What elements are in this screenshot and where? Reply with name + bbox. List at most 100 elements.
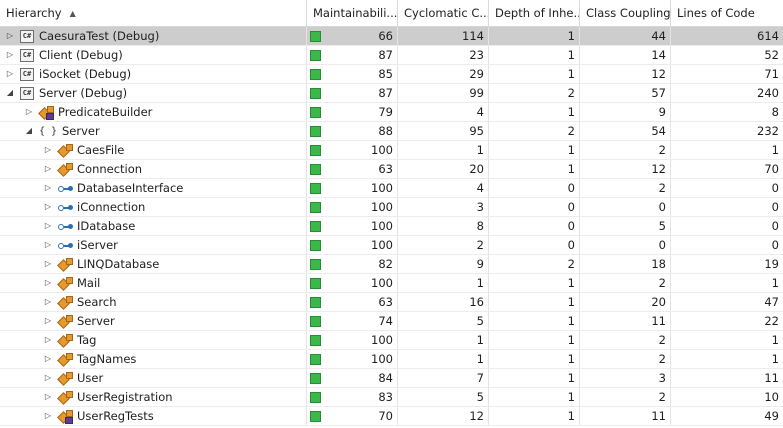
maintainability-rating-icon bbox=[310, 49, 321, 61]
coupling-cell: 3 bbox=[580, 369, 671, 387]
hierarchy-cell: ▷ DatabaseInterface bbox=[0, 179, 307, 197]
depth-cell: 1 bbox=[489, 350, 580, 368]
collapsed-arrow-icon[interactable]: ▷ bbox=[44, 392, 52, 401]
maintainability-value: 100 bbox=[371, 143, 393, 157]
maintainability-cell: 85 bbox=[307, 65, 398, 83]
project-icon: C# bbox=[20, 67, 34, 81]
cyclomatic-cell: 12 bbox=[398, 407, 489, 425]
tree-row[interactable]: ▷ C# iSocket (Debug) 85 29 1 12 71 bbox=[0, 65, 783, 84]
node-label: Server bbox=[77, 314, 115, 328]
collapsed-arrow-icon[interactable]: ▷ bbox=[6, 69, 14, 78]
node-label: Server bbox=[62, 124, 100, 138]
node-label: Client (Debug) bbox=[39, 48, 123, 62]
expanded-arrow-icon[interactable]: ◢ bbox=[25, 126, 33, 135]
coupling-cell: 20 bbox=[580, 293, 671, 311]
collapsed-arrow-icon[interactable]: ▷ bbox=[44, 316, 52, 325]
tree-row[interactable]: ▷ LINQDatabase 82 9 2 18 19 bbox=[0, 255, 783, 274]
column-header-depth[interactable]: Depth of Inhe... bbox=[489, 0, 580, 27]
collapsed-arrow-icon[interactable]: ▷ bbox=[6, 31, 14, 40]
tree-row[interactable]: ▷ Mail 100 1 1 2 1 bbox=[0, 274, 783, 293]
collapsed-arrow-icon[interactable]: ▷ bbox=[44, 202, 52, 211]
cyclomatic-cell: 4 bbox=[398, 179, 489, 197]
coupling-cell: 44 bbox=[580, 27, 671, 45]
node-label: iConnection bbox=[77, 200, 146, 214]
maintainability-value: 63 bbox=[378, 162, 393, 176]
node-label: Server (Debug) bbox=[39, 86, 128, 100]
collapsed-arrow-icon[interactable]: ▷ bbox=[44, 373, 52, 382]
hierarchy-cell: ▷ Server bbox=[0, 312, 307, 330]
collapsed-arrow-icon[interactable]: ▷ bbox=[44, 297, 52, 306]
column-header-cyclomatic[interactable]: Cyclomatic C... bbox=[398, 0, 489, 27]
node-label: CaesFile bbox=[77, 143, 125, 157]
class-icon bbox=[58, 143, 73, 157]
tree-row[interactable]: ▷ CaesFile 100 1 1 2 1 bbox=[0, 141, 783, 160]
node-label: PredicateBuilder bbox=[58, 105, 153, 119]
collapsed-arrow-icon[interactable]: ▷ bbox=[25, 107, 33, 116]
column-header-maintainability[interactable]: Maintainabili... bbox=[307, 0, 398, 27]
maintainability-value: 85 bbox=[378, 67, 393, 81]
maintainability-cell: 100 bbox=[307, 236, 398, 254]
hierarchy-cell: ▷ Mail bbox=[0, 274, 307, 292]
class-icon bbox=[58, 162, 73, 176]
tree-row[interactable]: ▷ Search 63 16 1 20 47 bbox=[0, 293, 783, 312]
coupling-cell: 2 bbox=[580, 274, 671, 292]
tree-row[interactable]: ◢ { } Server 88 95 2 54 232 bbox=[0, 122, 783, 141]
node-label: Tag bbox=[77, 333, 97, 347]
tree-row[interactable]: ▷ UserRegistration 83 5 1 2 10 bbox=[0, 388, 783, 407]
tree-row[interactable]: ▷ iConnection 100 3 0 0 0 bbox=[0, 198, 783, 217]
tree-row[interactable]: ▷ Tag 100 1 1 2 1 bbox=[0, 331, 783, 350]
tree-row[interactable]: ▷ User 84 7 1 3 11 bbox=[0, 369, 783, 388]
tree-row[interactable]: ▷ PredicateBuilder 79 4 1 9 8 bbox=[0, 103, 783, 122]
tree-row[interactable]: ▷ DatabaseInterface 100 4 0 2 0 bbox=[0, 179, 783, 198]
collapsed-arrow-icon[interactable]: ▷ bbox=[44, 145, 52, 154]
expanded-arrow-icon[interactable]: ◢ bbox=[6, 88, 14, 97]
maintainability-rating-icon bbox=[310, 334, 321, 346]
depth-cell: 1 bbox=[489, 65, 580, 83]
tree-row[interactable]: ▷ TagNames 100 1 1 2 1 bbox=[0, 350, 783, 369]
collapsed-arrow-icon[interactable]: ▷ bbox=[44, 335, 52, 344]
loc-cell: 70 bbox=[764, 162, 779, 176]
collapsed-arrow-icon[interactable]: ▷ bbox=[44, 240, 52, 249]
collapsed-arrow-icon[interactable]: ▷ bbox=[44, 183, 52, 192]
hierarchy-cell: ▷ LINQDatabase bbox=[0, 255, 307, 273]
maintainability-cell: 100 bbox=[307, 179, 398, 197]
column-header-hierarchy[interactable]: Hierarchy ▲ bbox=[0, 0, 307, 27]
maintainability-value: 87 bbox=[378, 48, 393, 62]
maintainability-cell: 100 bbox=[307, 141, 398, 159]
maintainability-rating-icon bbox=[310, 106, 321, 118]
tree-row[interactable]: ▷ Connection 63 20 1 12 70 bbox=[0, 160, 783, 179]
collapsed-arrow-icon[interactable]: ▷ bbox=[44, 354, 52, 363]
maintainability-value: 100 bbox=[371, 352, 393, 366]
collapsed-arrow-icon[interactable]: ▷ bbox=[44, 278, 52, 287]
coupling-cell: 18 bbox=[580, 255, 671, 273]
loc-cell: 49 bbox=[764, 409, 779, 423]
collapsed-arrow-icon[interactable]: ▷ bbox=[44, 221, 52, 230]
tree-row[interactable]: ▷ C# CaesuraTest (Debug) 66 114 1 44 614 bbox=[0, 27, 783, 46]
maintainability-cell: 83 bbox=[307, 388, 398, 406]
node-label: UserRegistration bbox=[77, 390, 173, 404]
column-header-loc[interactable]: Lines of Code bbox=[677, 6, 755, 20]
collapsed-arrow-icon[interactable]: ▷ bbox=[44, 411, 52, 420]
column-header-coupling[interactable]: Class Coupling bbox=[580, 0, 671, 27]
collapsed-arrow-icon[interactable]: ▷ bbox=[44, 259, 52, 268]
tree-row[interactable]: ▷ IDatabase 100 8 0 5 0 bbox=[0, 217, 783, 236]
cyclomatic-cell: 1 bbox=[398, 331, 489, 349]
collapsed-arrow-icon[interactable]: ▷ bbox=[44, 164, 52, 173]
coupling-cell: 2 bbox=[580, 350, 671, 368]
tree-row[interactable]: ▷ C# Client (Debug) 87 23 1 14 52 bbox=[0, 46, 783, 65]
collapsed-arrow-icon[interactable]: ▷ bbox=[6, 50, 14, 59]
loc-cell: 1 bbox=[771, 352, 779, 366]
tree-row[interactable]: ▷ iServer 100 2 0 0 0 bbox=[0, 236, 783, 255]
depth-cell: 2 bbox=[489, 255, 580, 273]
tree-row[interactable]: ◢ C# Server (Debug) 87 99 2 57 240 bbox=[0, 84, 783, 103]
maintainability-rating-icon bbox=[310, 239, 321, 251]
loc-cell: 22 bbox=[764, 314, 779, 328]
tree-row[interactable]: ▷ UserRegTests 70 12 1 11 49 bbox=[0, 407, 783, 426]
tree-row[interactable]: ▷ Server 74 5 1 11 22 bbox=[0, 312, 783, 331]
depth-cell: 2 bbox=[489, 122, 580, 140]
loc-cell: 0 bbox=[771, 181, 779, 195]
depth-cell: 1 bbox=[489, 407, 580, 425]
maintainability-cell: 82 bbox=[307, 255, 398, 273]
maintainability-cell: 100 bbox=[307, 217, 398, 235]
cyclomatic-cell: 114 bbox=[398, 27, 489, 45]
